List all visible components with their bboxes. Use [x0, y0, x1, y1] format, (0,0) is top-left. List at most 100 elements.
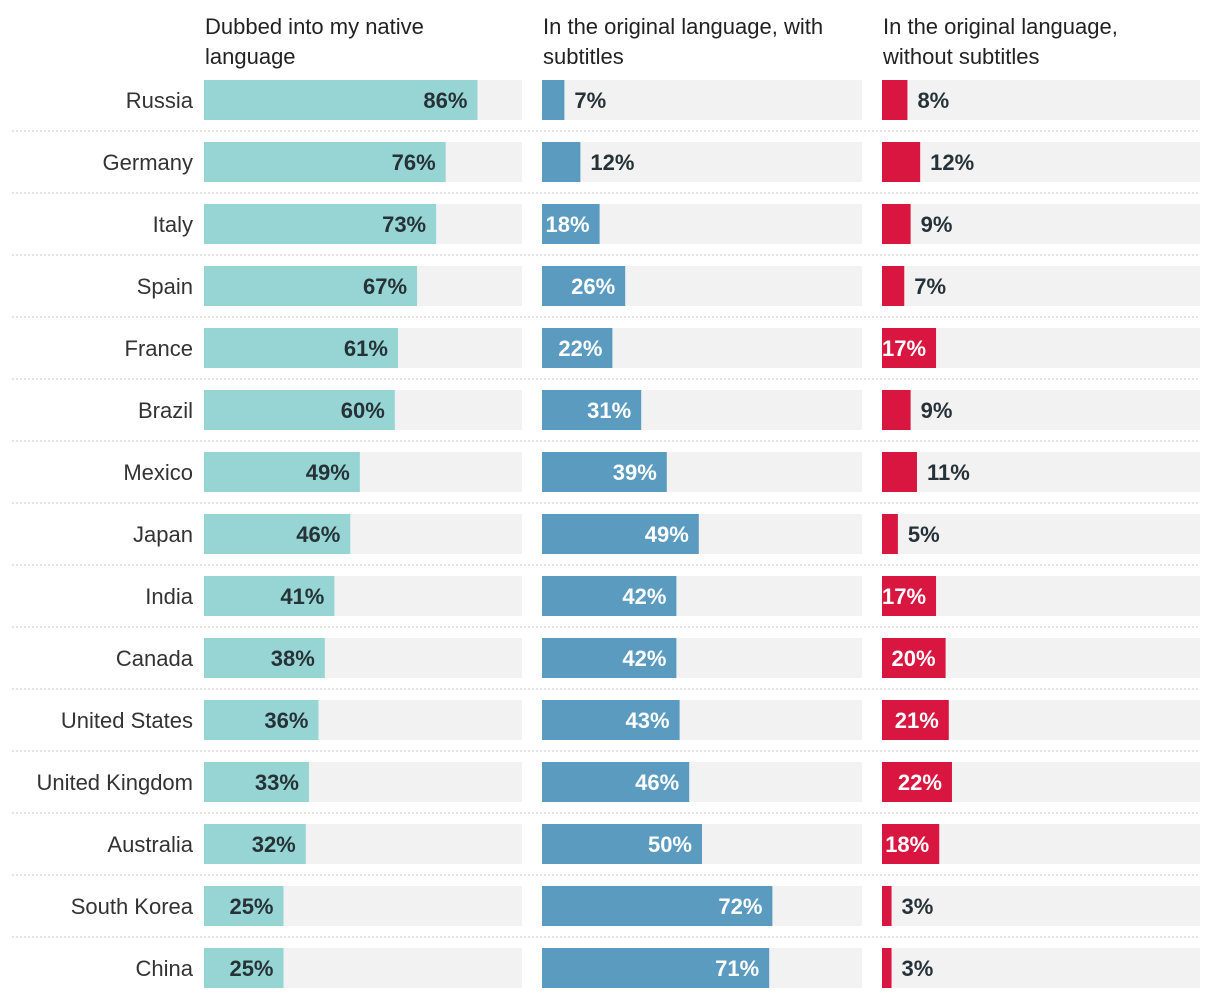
- bar-2: [542, 204, 600, 244]
- bar-2: [542, 390, 642, 430]
- bar-value-label: 86%: [423, 88, 467, 113]
- bar-value-label: 20%: [892, 646, 936, 671]
- bar-value-label: 12%: [590, 150, 634, 175]
- bar-3: [882, 204, 911, 244]
- bar-value-label: 39%: [613, 460, 657, 485]
- column-title-1-line-1: Dubbed into my native: [205, 14, 424, 39]
- bar-value-label: 8%: [917, 88, 949, 113]
- bar-2: [542, 576, 677, 616]
- row-label: China: [136, 956, 194, 981]
- row-label: Germany: [103, 150, 193, 175]
- bar-1: [204, 328, 398, 368]
- row-label: Mexico: [123, 460, 193, 485]
- bar-value-label: 21%: [895, 708, 939, 733]
- row-label: Russia: [126, 88, 194, 113]
- column-title-3-line-2: without subtitles: [882, 44, 1040, 69]
- bar-value-label: 18%: [885, 832, 929, 857]
- bar-2: [542, 266, 626, 306]
- bar-value-label: 9%: [921, 212, 953, 237]
- bar-value-label: 49%: [645, 522, 689, 547]
- bar-value-label: 26%: [571, 274, 615, 299]
- bar-1: [204, 576, 335, 616]
- bar-track: [882, 142, 1200, 182]
- bar-track: [882, 948, 1200, 988]
- bar-1: [204, 886, 284, 926]
- column-title-3-line-1: In the original language,: [883, 14, 1118, 39]
- row-label: Japan: [133, 522, 193, 547]
- bar-value-label: 72%: [718, 894, 762, 919]
- row-label: Italy: [153, 212, 193, 237]
- bar-3: [882, 514, 898, 554]
- bar-value-label: 22%: [898, 770, 942, 795]
- bar-3: [882, 328, 937, 368]
- bar-3: [882, 390, 911, 430]
- row-label: South Korea: [71, 894, 194, 919]
- bar-value-label: 31%: [587, 398, 631, 423]
- bar-value-label: 17%: [882, 336, 926, 361]
- bar-value-label: 7%: [914, 274, 946, 299]
- bar-2: [542, 328, 613, 368]
- bar-track: [542, 80, 862, 120]
- bar-3: [882, 762, 952, 802]
- bar-1: [204, 948, 284, 988]
- bar-3: [882, 576, 937, 616]
- bar-value-label: 61%: [344, 336, 388, 361]
- bar-1: [204, 80, 478, 120]
- bar-value-label: 46%: [296, 522, 340, 547]
- bar-value-label: 7%: [574, 88, 606, 113]
- bar-track: [882, 886, 1200, 926]
- row-label: India: [145, 584, 193, 609]
- bar-value-label: 25%: [229, 956, 273, 981]
- row-label: Brazil: [138, 398, 193, 423]
- bar-value-label: 3%: [902, 956, 934, 981]
- row-label: Canada: [116, 646, 194, 671]
- bar-value-label: 73%: [382, 212, 426, 237]
- bar-value-label: 33%: [255, 770, 299, 795]
- bar-1: [204, 142, 446, 182]
- bar-1: [204, 266, 418, 306]
- bar-1: [204, 824, 306, 864]
- bar-value-label: 5%: [908, 522, 940, 547]
- bar-value-label: 9%: [921, 398, 953, 423]
- row-label: United Kingdom: [36, 770, 193, 795]
- bar-value-label: 67%: [363, 274, 407, 299]
- bar-value-label: 43%: [626, 708, 670, 733]
- bar-value-label: 76%: [392, 150, 436, 175]
- bar-value-label: 71%: [715, 956, 759, 981]
- row-label: United States: [61, 708, 193, 733]
- bar-track: [882, 80, 1200, 120]
- bar-track: [882, 514, 1200, 554]
- column-title-2-line-1: In the original language, with: [543, 14, 823, 39]
- bar-3: [882, 266, 905, 306]
- bar-1: [204, 762, 309, 802]
- bar-2: [542, 762, 690, 802]
- bar-2: [542, 700, 680, 740]
- bar-track: [542, 142, 862, 182]
- bar-2: [542, 80, 565, 120]
- bar-value-label: 32%: [252, 832, 296, 857]
- bar-1: [204, 452, 360, 492]
- bar-2: [542, 824, 702, 864]
- bar-value-label: 36%: [264, 708, 308, 733]
- bar-track: [882, 452, 1200, 492]
- bar-value-label: 18%: [546, 212, 590, 237]
- bar-track: [882, 266, 1200, 306]
- bar-track: [882, 390, 1200, 430]
- bar-value-label: 42%: [622, 584, 666, 609]
- bar-value-label: 41%: [280, 584, 324, 609]
- bar-1: [204, 700, 319, 740]
- bar-value-label: 17%: [882, 584, 926, 609]
- bar-3: [882, 948, 892, 988]
- bar-2: [542, 142, 581, 182]
- bar-2: [542, 886, 773, 926]
- bar-2: [542, 514, 699, 554]
- row-label: Australia: [107, 832, 193, 857]
- bar-1: [204, 390, 395, 430]
- bar-value-label: 42%: [622, 646, 666, 671]
- bar-track: [882, 204, 1200, 244]
- bar-1: [204, 514, 351, 554]
- column-title-1-line-2: language: [205, 44, 296, 69]
- bar-3: [882, 452, 917, 492]
- bar-3: [882, 638, 946, 678]
